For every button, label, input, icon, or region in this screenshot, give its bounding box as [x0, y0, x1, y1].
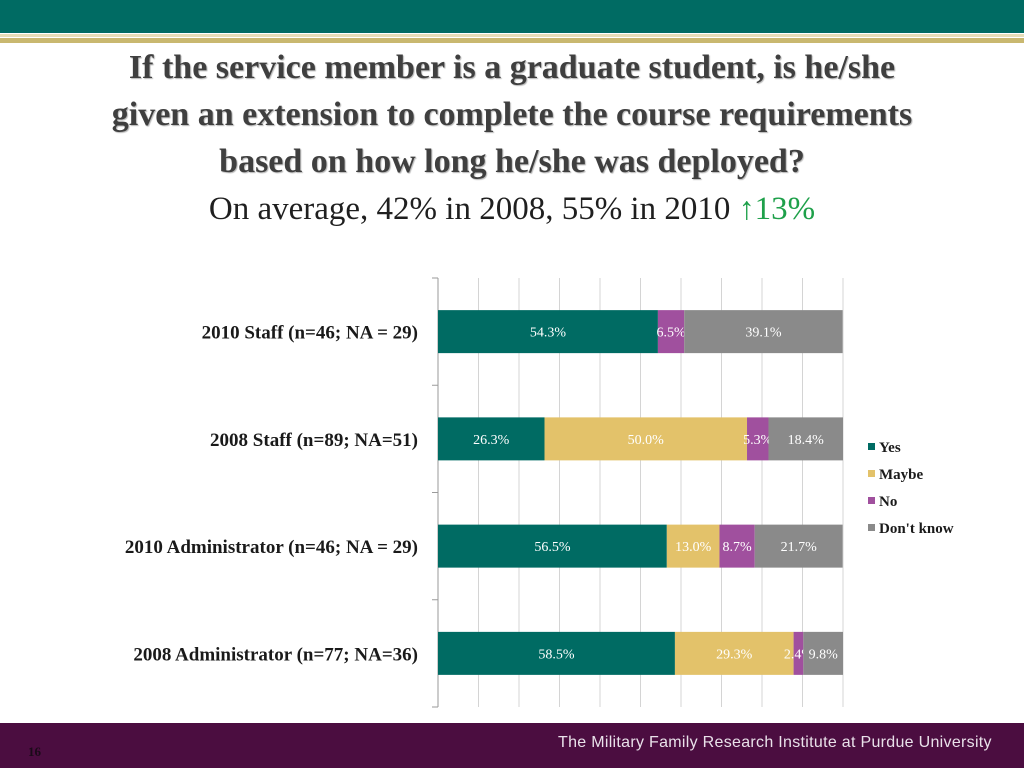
data-label: 56.5%	[534, 540, 571, 555]
legend-label: No	[879, 494, 897, 510]
data-label: 18.4%	[788, 433, 825, 448]
slide-number: 16	[28, 744, 41, 759]
data-label: 9.8%	[809, 647, 839, 662]
bar-segment-maybe	[666, 524, 720, 568]
data-label: 6.5%	[656, 326, 686, 341]
data-label: 50.0%	[628, 433, 665, 448]
data-label: 29.3%	[716, 647, 753, 662]
bar-segment-yes	[438, 417, 545, 461]
up-arrow-icon: ↑	[738, 190, 755, 226]
category-label: 2010 Administrator (n=46; NA = 29)	[125, 537, 418, 558]
category-label: 2010 Staff (n=46; NA = 29)	[202, 323, 418, 344]
bar-segment-no	[719, 524, 755, 568]
bar-segment-yes	[438, 310, 658, 354]
header-band	[0, 0, 1024, 33]
category-label: 2008 Staff (n=89; NA=51)	[210, 430, 418, 451]
data-label: 5.3%	[743, 433, 773, 448]
bar-segment-no	[657, 310, 685, 354]
legend-swatch	[868, 524, 875, 531]
bar-segment-yes	[438, 524, 667, 568]
legend-swatch	[868, 497, 875, 504]
slide-subtitle: On average, 42% in 2008, 55% in 2010 ↑13…	[20, 185, 1004, 232]
data-label: 54.3%	[530, 326, 567, 341]
bar-segment-don-t-know	[803, 631, 843, 675]
slide-title-line-2: given an extension to complete the cours…	[111, 96, 913, 133]
bar-segment-no	[793, 631, 804, 675]
header-stripe	[0, 34, 1024, 37]
header-stripe-gold	[0, 38, 1024, 43]
legend-swatch	[868, 443, 875, 450]
bar-segment-maybe	[544, 417, 748, 461]
legend-label: Don't know	[879, 521, 954, 537]
data-label: 13.0%	[675, 540, 712, 555]
slide-title-block: If the service member is a graduate stud…	[20, 44, 1004, 232]
slide-title-line-1: If the service member is a graduate stud…	[128, 49, 896, 86]
subtitle-text: On average, 42% in 2008, 55% in 2010	[208, 191, 739, 227]
subtitle-delta: 13%	[754, 191, 816, 227]
bar-segment-yes	[438, 631, 675, 675]
legend-label: Maybe	[879, 467, 924, 483]
bar-segment-don-t-know	[768, 417, 843, 461]
data-label: 39.1%	[745, 326, 782, 341]
bar-segment-no	[747, 417, 769, 461]
bar-segment-don-t-know	[684, 310, 843, 354]
data-label: 26.3%	[473, 433, 510, 448]
data-label: 58.5%	[538, 647, 575, 662]
slide-title-line-3: based on how long he/she was deployed?	[219, 143, 805, 180]
footer-band	[0, 723, 1024, 768]
legend-swatch	[868, 470, 875, 477]
category-label: 2008 Administrator (n=77; NA=36)	[133, 644, 418, 665]
legend-label: Yes	[879, 440, 901, 456]
bar-segment-maybe	[674, 631, 794, 675]
bar-segment-don-t-know	[754, 524, 843, 568]
footer-institute-text: The Military Family Research Institute a…	[558, 734, 992, 751]
data-label: 21.7%	[781, 540, 818, 555]
data-label: 8.7%	[723, 540, 753, 555]
